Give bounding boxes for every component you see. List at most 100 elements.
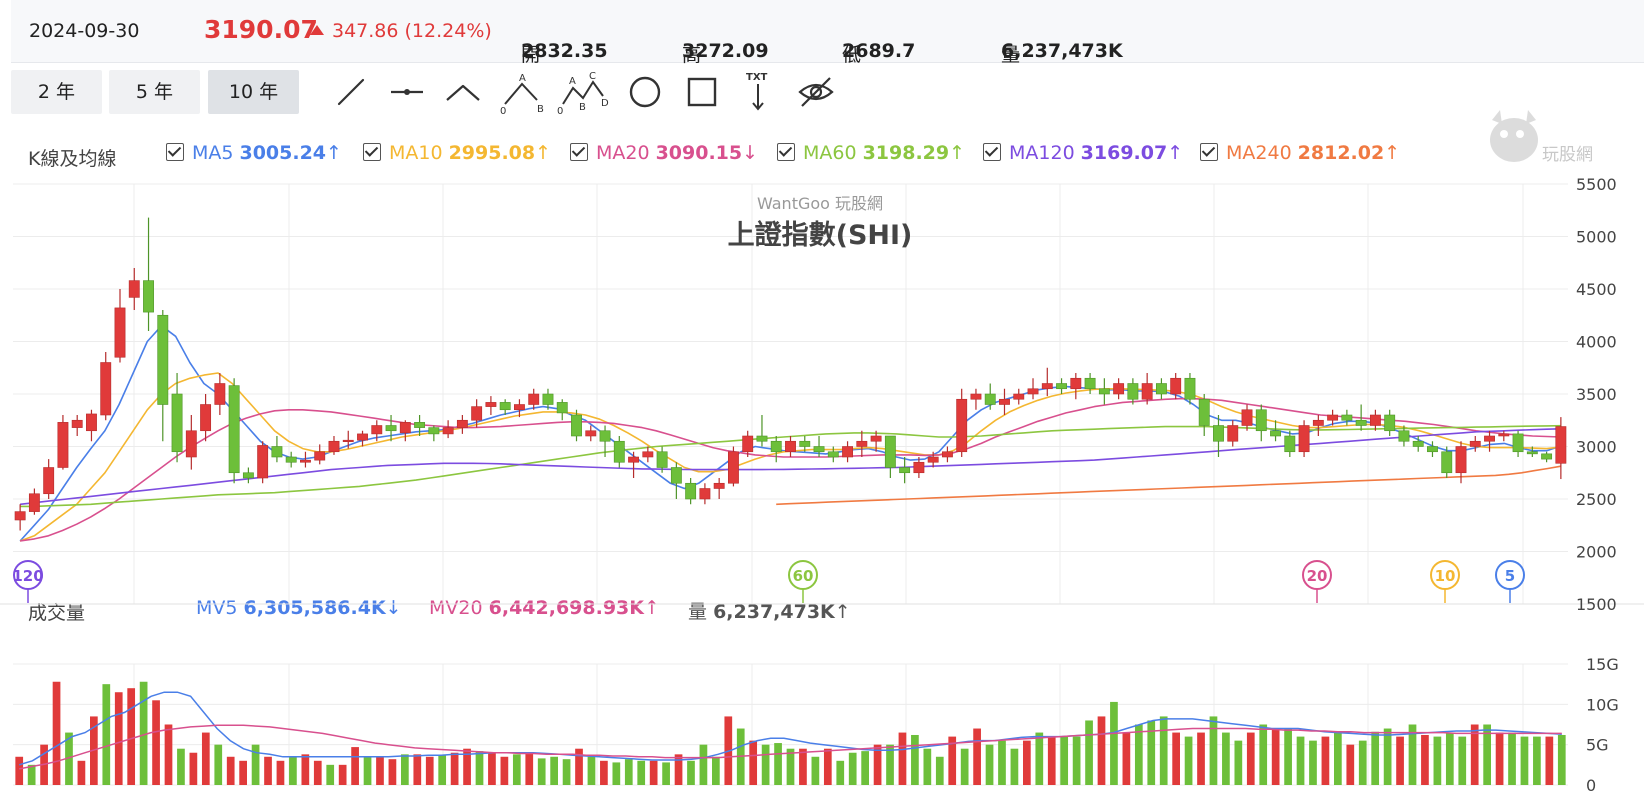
candle-body [242,472,254,479]
volume-bar [600,760,608,785]
candle-body [1498,433,1510,437]
candle-body [1469,440,1481,447]
ma-marker-circle [13,560,43,590]
candle-body [1041,383,1053,390]
ma20-value: 3090.15 [655,142,743,164]
range-2y-button[interactable]: 2 年 [11,70,102,114]
volume-bar [1284,728,1292,785]
candle-body [200,404,212,432]
mv20-legend: MV20 6,442,698.93K↑ [429,597,660,619]
abc-b-label: B [537,104,544,114]
candle-body [471,406,483,421]
volume-bar [1222,732,1230,785]
ma240-value: 2812.02 [1297,142,1385,164]
volume-bar [649,760,658,785]
volume-bar [624,759,633,785]
volume-bar [1147,720,1156,785]
candle-body [670,467,682,484]
ma240-legend[interactable]: MA240 2812.02↑ [1200,142,1400,164]
ma120-checkbox[interactable] [983,143,1001,161]
volume-bar [948,736,957,785]
volume-bar [201,732,210,785]
ma240-direction: ↑ [1384,142,1401,164]
price-tick-label: 4500 [1576,280,1617,299]
price-tick-label: 5500 [1576,175,1617,194]
volume-bar [774,743,782,785]
mv20-value: 6,442,698.93K [488,597,644,619]
range-5y-button[interactable]: 5 年 [109,70,200,114]
ma20-checkbox[interactable] [570,143,588,161]
candle-body [314,451,326,461]
price-change-value: 347.86 (12.24%) [332,20,492,42]
candle-body [285,456,297,463]
volume-bar [1234,740,1243,785]
candle-body [842,446,854,458]
volume-bar [886,744,894,785]
volume-bar [836,760,845,785]
volume-bar [226,756,235,785]
wantgoo-logo: 玩股網 [1484,108,1604,172]
candle-body [114,307,126,358]
candle-body [1170,377,1182,395]
candle-body [1198,398,1210,426]
open-label: 開 [521,44,541,66]
volume-bar [923,748,932,785]
ma10-legend[interactable]: MA10 2995.08↑ [363,142,551,164]
candle-body [1369,414,1381,426]
volume-panel-title: 成交量 [28,602,86,624]
ma10-checkbox[interactable] [363,143,381,161]
volume-bar [326,764,335,785]
candle-body [300,459,311,463]
low-label: 低 [842,44,862,66]
volume-bar [127,688,136,785]
ma240-checkbox[interactable] [1200,143,1218,161]
abc-pattern-icon[interactable]: A B 0 [497,70,547,117]
volume-bar [189,752,198,785]
candle-body [414,422,426,428]
trend-line-icon[interactable] [329,70,373,114]
candle-body [713,482,725,489]
candle-body [1141,383,1153,400]
ma5-checkbox[interactable] [166,143,184,161]
text-annotation-icon[interactable]: TXT [736,70,780,114]
candle-body [642,451,654,458]
moving-average-lines [19,324,1562,542]
ma5-legend[interactable]: MA5 3005.24↑ [166,142,342,164]
volume-bar [239,760,247,785]
volume-bar [1259,724,1268,785]
volume-bar [799,748,807,785]
candle-body [1113,383,1125,395]
hide-drawings-icon[interactable] [794,70,838,114]
volume-bar [612,762,621,785]
ma5-value: 3005.24 [239,142,327,164]
ma120-name: MA120 [1009,142,1075,164]
volume-bar [1321,736,1330,785]
ma-marker-label: 120 [12,567,43,585]
circle-icon[interactable] [623,70,667,114]
ma60-legend[interactable]: MA60 3198.29↑ [777,142,965,164]
volume-bar [637,760,646,785]
volume-bar [687,760,695,785]
volume-bar [1470,724,1479,785]
range-10y-button[interactable]: 10 年 [208,70,299,114]
candle-body [257,445,269,479]
volume-bar [1346,744,1355,785]
volume-bar [1495,732,1504,785]
ma20-legend[interactable]: MA20 3090.15↓ [570,142,758,164]
candle-body [1155,383,1167,395]
volume-bar [65,732,73,785]
angle-line-icon[interactable] [441,70,485,114]
vol-legend: 量 6,237,473K↑ [688,597,851,624]
candle-body [1213,425,1224,442]
horizontal-line-icon[interactable] [385,70,429,114]
volume-tick-label: 0 [1586,776,1596,795]
volume-bar [1408,724,1417,785]
ma60-checkbox[interactable] [777,143,795,161]
ma120-legend[interactable]: MA120 3169.07↑ [983,142,1183,164]
abcd-pattern-icon[interactable]: A B C D 0 [555,70,611,117]
rectangle-icon[interactable] [680,70,724,114]
abc-0-label: 0 [500,106,506,114]
volume-bar [1097,716,1106,785]
volume-bar [1197,732,1205,785]
